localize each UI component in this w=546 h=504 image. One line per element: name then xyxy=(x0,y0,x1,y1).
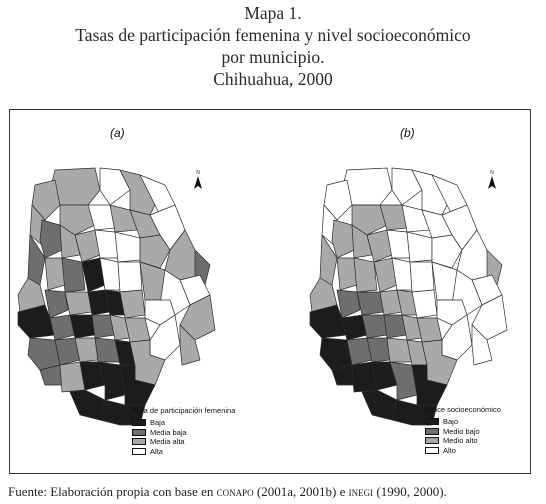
map-b-municipality xyxy=(336,257,358,291)
map-a-municipality xyxy=(179,324,201,366)
map-b-municipality xyxy=(391,167,423,206)
legend-label: Alta xyxy=(150,446,163,456)
map-a-municipality xyxy=(179,294,216,341)
legend-swatch xyxy=(132,447,146,455)
source-org-inegi: inegi xyxy=(348,484,374,499)
map-b-municipality xyxy=(471,324,493,366)
map-b-municipality xyxy=(336,289,361,319)
north-arrow-b: N xyxy=(487,170,497,192)
legend-swatch xyxy=(425,446,439,454)
map-a-municipality xyxy=(99,399,146,426)
legend-swatch xyxy=(132,419,146,427)
map-a-municipality xyxy=(31,179,61,221)
map-b-municipality xyxy=(361,389,398,421)
legend-swatch xyxy=(132,438,146,446)
title-line-1: Mapa 1. xyxy=(244,3,302,23)
north-arrow-icon xyxy=(194,176,202,189)
legend-swatch xyxy=(132,428,146,436)
legend-swatch xyxy=(425,418,439,426)
legend-item: Media alta xyxy=(132,437,235,447)
map-b-municipality xyxy=(471,294,508,341)
panel-label-a: (a) xyxy=(110,126,125,140)
map-b-municipality xyxy=(351,204,388,236)
legend-title: Índice socioeconómico xyxy=(425,405,501,414)
map-a-municipality xyxy=(61,257,86,293)
map-a-municipality xyxy=(99,167,131,206)
maps-frame xyxy=(9,109,531,474)
north-arrow-a: N xyxy=(193,170,203,192)
legend-b: Índice socioeconómico Bajo Medio bajo Me… xyxy=(425,405,501,455)
map-b-municipality xyxy=(406,231,433,263)
map-b-municipality xyxy=(411,364,448,406)
title-line-3: por municipio. xyxy=(221,47,325,67)
map-b-municipality xyxy=(323,179,353,221)
map-a-municipality xyxy=(119,364,156,406)
source-suffix: (1990, 2000). xyxy=(373,484,447,499)
map-b-municipality xyxy=(389,361,418,401)
legend-item: Baja xyxy=(132,418,235,428)
map-b-municipality xyxy=(431,234,463,269)
map-a-municipality xyxy=(39,219,63,259)
legend-item: Medio bajo xyxy=(425,427,501,437)
legend-label: Medio alto xyxy=(443,436,478,446)
legend-swatch xyxy=(425,437,439,445)
legend-swatch xyxy=(425,427,439,435)
north-letter: N xyxy=(196,170,200,176)
figure-title: Mapa 1. Tasas de participación femenina … xyxy=(0,0,546,90)
map-b-municipality xyxy=(353,257,378,293)
source-org-conapo: conapo xyxy=(216,484,254,499)
legend-item: Media baja xyxy=(132,428,235,438)
north-arrow-icon xyxy=(488,176,496,189)
figure-source: Fuente: Elaboración propia con base en c… xyxy=(8,484,543,500)
map-b-municipality xyxy=(356,291,385,316)
legend-label: Media baja xyxy=(150,427,187,437)
north-letter: N xyxy=(490,170,494,176)
map-a-municipality xyxy=(44,289,69,319)
map-b-municipality xyxy=(409,261,435,293)
legend-item: Alta xyxy=(132,447,235,457)
legend-item: Medio alto xyxy=(425,436,501,446)
legend-label: Medio bajo xyxy=(443,426,480,436)
panel-label-b: (b) xyxy=(400,126,415,140)
source-mid: (2001a, 2001b) e xyxy=(253,484,349,499)
legend-a: Tasa de participación femenina Baja Medi… xyxy=(132,406,235,456)
map-a-municipality xyxy=(139,234,171,269)
legend-label: Baja xyxy=(150,418,166,428)
title-line-4: Chihuahua, 2000 xyxy=(213,69,333,89)
legend-label: Alto xyxy=(443,445,456,455)
legend-item: Bajo xyxy=(425,417,501,427)
map-b-municipality xyxy=(319,337,353,371)
legend-label: Media alta xyxy=(150,437,185,447)
source-prefix: Fuente: Elaboración propia con base en xyxy=(8,484,217,499)
map-b-municipality xyxy=(331,219,355,259)
legend-title: Tasa de participación femenina xyxy=(132,406,236,415)
legend-label: Bajo xyxy=(443,417,459,427)
title-line-2: Tasas de participación femenina y nivel … xyxy=(75,25,471,45)
map-a-municipality xyxy=(59,204,96,236)
legend-item: Alto xyxy=(425,446,501,456)
map-a-municipality xyxy=(97,361,126,401)
